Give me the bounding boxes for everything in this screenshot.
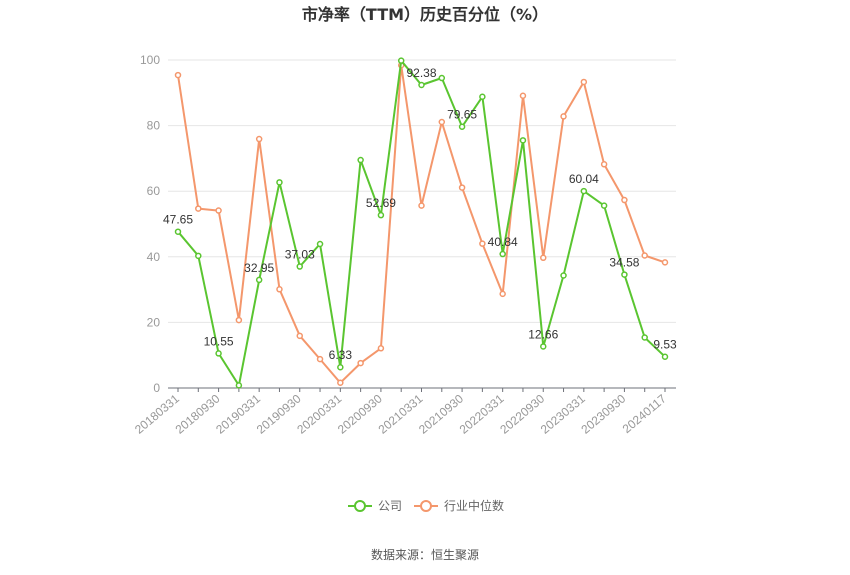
point-industry-20180930 — [215, 207, 222, 214]
point-company-20201231 — [397, 57, 405, 64]
point-industry-20190930 — [296, 332, 303, 340]
data-label-20220930: 12.66 — [528, 327, 558, 341]
y-axis: 0 20 40 60 80 100 — [140, 53, 160, 395]
legend[interactable]: 公司 行业中位数 — [348, 498, 504, 513]
grid — [168, 59, 676, 323]
legend-item-industry[interactable]: 行业中位数 — [414, 498, 504, 513]
data-label-20200930: 52.69 — [366, 196, 396, 210]
point-company-20180331 — [174, 228, 182, 235]
point-company-20200630 — [357, 156, 364, 164]
y-tick-label-80: 80 — [147, 119, 161, 133]
data-label-20220331: 40.84 — [488, 235, 518, 249]
series-line-company — [177, 59, 666, 387]
point-company-20220331 — [499, 250, 506, 258]
data-label-20200331: 6.33 — [329, 348, 353, 362]
point-company-20190930 — [296, 263, 303, 270]
point-industry-20180630 — [195, 205, 202, 212]
point-industry-20221231 — [560, 113, 567, 120]
y-tick-label-20: 20 — [147, 315, 161, 329]
legend-item-company[interactable]: 公司 — [348, 499, 402, 513]
point-industry-20220930 — [540, 254, 547, 262]
point-company-20190630 — [276, 179, 283, 186]
point-industry-20180331 — [174, 71, 182, 79]
chart-title: 市净率（TTM）历史百分位（%） — [302, 5, 548, 24]
x-axis: 2018033120180930201903312019093020200331… — [132, 387, 676, 437]
point-company-20210630 — [438, 74, 446, 82]
point-industry-20230930 — [621, 196, 628, 204]
data-label-20180331: 47.65 — [163, 213, 193, 227]
data-label-20210930: 79.65 — [447, 108, 477, 122]
point-company-20240117 — [661, 353, 669, 360]
point-industry-20230331 — [580, 78, 588, 86]
point-company-20181231 — [235, 382, 243, 389]
point-industry-20190331 — [255, 135, 263, 143]
series-line-industry — [177, 64, 666, 384]
point-company-20190331 — [255, 276, 263, 284]
x-tick-label-20240117: 20240117 — [620, 391, 669, 436]
point-company-20210331 — [418, 81, 425, 89]
point-industry-20231231 — [641, 252, 648, 259]
legend-company-label: 公司 — [378, 499, 402, 513]
point-industry-20230630 — [600, 161, 608, 168]
point-industry-20181231 — [235, 316, 243, 324]
point-company-20200930 — [377, 211, 385, 219]
point-industry-20190630 — [276, 286, 283, 293]
legend-industry-marker — [420, 500, 432, 512]
point-industry-20211231 — [479, 240, 486, 247]
x-tick-label-20230930: 20230930 — [578, 391, 628, 436]
y-tick-label-60: 60 — [147, 184, 161, 198]
data-label-20230930: 34.58 — [609, 256, 639, 270]
data-label-20190930: 37.03 — [285, 248, 315, 262]
legend-company-marker — [354, 500, 366, 512]
point-company-20180930 — [215, 350, 222, 357]
point-industry-20220331 — [499, 290, 506, 298]
point-company-20191231 — [316, 240, 324, 248]
point-company-20230930 — [621, 271, 628, 278]
point-industry-20200630 — [357, 359, 364, 367]
point-industry-20200930 — [377, 345, 385, 352]
point-industry-20240117 — [661, 259, 669, 266]
y-tick-label-40: 40 — [147, 250, 161, 264]
data-labels: 47.65 10.55 32.95 37.03 6.33 52.69 92.38 79.65 4… — [163, 66, 677, 362]
point-company-20180630 — [195, 252, 202, 260]
point-company-20221231 — [560, 272, 567, 279]
point-company-20211231 — [479, 93, 486, 100]
point-industry-20210630 — [438, 118, 446, 126]
point-company-20200331 — [337, 363, 344, 371]
data-label-20180930: 10.55 — [204, 334, 234, 348]
legend-industry-label: 行业中位数 — [444, 498, 504, 513]
point-industry-20191231 — [316, 355, 324, 363]
point-industry-20210331 — [418, 202, 425, 209]
point-industry-20210930 — [458, 184, 466, 191]
point-company-20230331 — [580, 187, 588, 195]
data-label-20210331: 92.38 — [406, 66, 436, 80]
point-industry-20220630 — [519, 92, 527, 100]
series-layer — [174, 57, 669, 389]
data-label-20240117: 9.53 — [653, 338, 677, 352]
point-company-20210930 — [458, 123, 466, 130]
point-company-20231231 — [641, 334, 648, 341]
data-label-20190331: 32.95 — [244, 261, 274, 275]
y-tick-label-100: 100 — [140, 53, 160, 67]
data-source: 数据来源：恒生聚源 — [371, 547, 479, 562]
point-company-20220930 — [540, 343, 547, 350]
point-industry-20200331 — [337, 379, 344, 387]
y-tick-label-0: 0 — [153, 381, 160, 395]
data-label-20230331: 60.04 — [569, 172, 599, 186]
point-company-20230630 — [600, 202, 608, 209]
point-company-20220630 — [519, 137, 527, 144]
